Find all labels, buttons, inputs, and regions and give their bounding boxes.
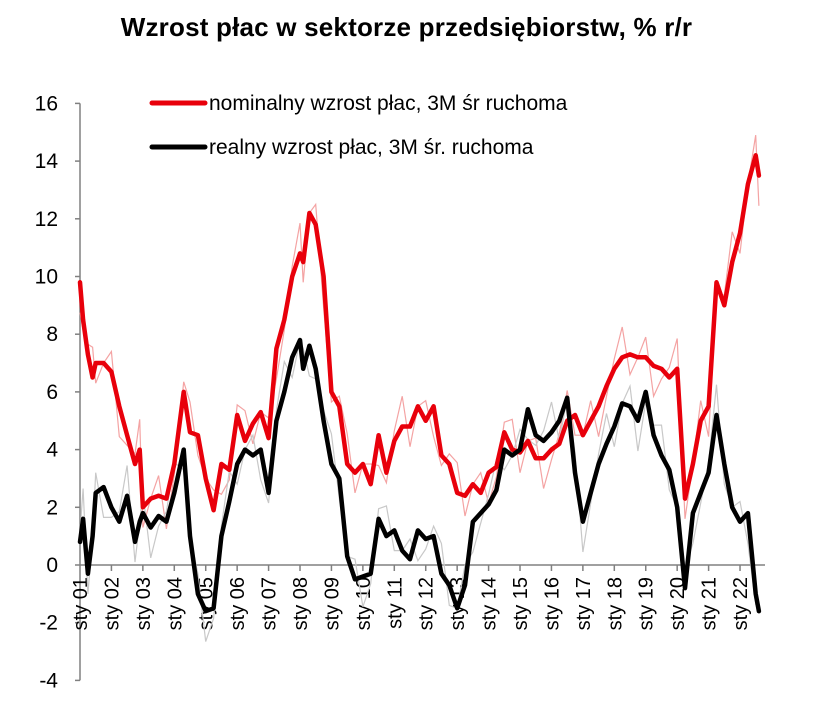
nominal-wage-line: [77, 153, 762, 513]
x-tick-label: sty 01: [70, 577, 92, 630]
x-tick-label: sty 17: [573, 577, 595, 630]
y-tick-label: -4: [39, 669, 58, 692]
y-tick-label: 8: [46, 323, 58, 346]
x-tick-label: sty 12: [416, 577, 438, 630]
x-tick-label: sty 07: [259, 577, 281, 630]
y-tick-label: 14: [35, 150, 59, 173]
x-tick-label: sty 08: [290, 577, 312, 630]
x-tick-label: sty 22: [730, 577, 752, 630]
y-tick-label: 2: [46, 496, 58, 519]
x-tick-label: sty 21: [699, 577, 721, 630]
y-tick-label: 4: [46, 439, 58, 462]
chart-title: Wzrost płac w sektorze przedsiębiorstw, …: [120, 12, 693, 42]
y-tick-label: 0: [46, 554, 58, 577]
legend-label-real: realny wzrost płac, 3M śr. ruchoma: [209, 136, 534, 159]
x-tick-label: sty 15: [510, 577, 532, 630]
x-tick-label: sty 05: [196, 577, 218, 630]
x-tick-label: sty 20: [667, 577, 689, 630]
x-tick-label: sty 11: [384, 577, 406, 629]
y-tick-label: 6: [46, 381, 58, 404]
x-tick-label: sty 16: [541, 577, 563, 630]
real-wage-line: [77, 337, 762, 614]
x-tick-label: sty 04: [164, 577, 186, 630]
y-axis: -4 -2 0 2 4 6 8 10 12 14 16: [35, 92, 81, 692]
x-tick-label: sty 06: [227, 577, 249, 630]
x-tick-label: sty 03: [133, 577, 155, 630]
y-tick-label: 16: [35, 92, 58, 115]
x-tick-label: sty 09: [321, 577, 343, 630]
legend-label-nominal: nominalny wzrost płac, 3M śr ruchoma: [209, 92, 568, 115]
x-axis: sty 01 sty 02 sty 03 sty 04 sty 05 sty 06 sty …: [70, 564, 765, 630]
legend: nominalny wzrost płac, 3M śr ruchoma rea…: [149, 92, 568, 159]
y-tick-label: 12: [35, 208, 58, 231]
y-tick-label: -2: [39, 612, 58, 635]
series-lines: [77, 135, 762, 642]
x-tick-label: sty 14: [479, 577, 501, 630]
x-tick-label: sty 18: [604, 577, 626, 630]
y-tick-label: 10: [35, 266, 58, 289]
nominal-raw-line: [79, 135, 760, 529]
x-tick-label: sty 02: [101, 577, 123, 630]
x-tick-label: sty 19: [636, 577, 658, 630]
